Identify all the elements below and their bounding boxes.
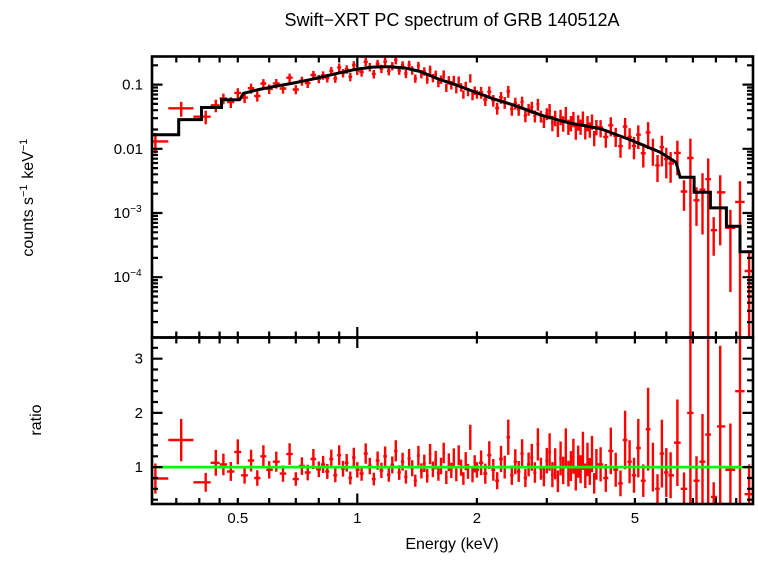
model-line bbox=[152, 65, 753, 254]
axis-ticks bbox=[152, 56, 753, 504]
tick-marks bbox=[152, 56, 753, 504]
spectrum-y-tick-label: 10−3 bbox=[113, 204, 143, 222]
plot-title: Swift−XRT PC spectrum of GRB 140512A bbox=[285, 10, 620, 30]
x-tick-label: 0.5 bbox=[227, 510, 248, 527]
ratio-y-tick-label: 2 bbox=[135, 405, 143, 422]
axis-tick-labels: 0.5 1 2 5 0.1 0.01 10−3 10−4 1 2 3 bbox=[113, 77, 639, 527]
x-axis-label: Energy (keV) bbox=[405, 536, 498, 553]
x-tick-label: 5 bbox=[631, 510, 639, 527]
spectrum-panel-data bbox=[152, 56, 753, 338]
x-tick-label: 1 bbox=[353, 510, 361, 527]
ratio-panel-frame bbox=[150, 336, 755, 506]
ratio-y-axis-label: ratio bbox=[28, 404, 45, 435]
spectrum-y-tick-label: 0.1 bbox=[122, 77, 143, 94]
spectrum-y-tick-label: 10−4 bbox=[113, 268, 143, 286]
x-tick-label: 2 bbox=[473, 510, 481, 527]
y-axis-labels: counts s−1 keV−1 ratio bbox=[18, 137, 45, 436]
ratio-y-tick-label: 1 bbox=[135, 459, 143, 476]
ratio-panel-data bbox=[152, 337, 753, 504]
spectrum-y-axis-label: counts s−1 keV−1 bbox=[18, 137, 37, 256]
spectrum-y-tick-label: 0.01 bbox=[114, 141, 143, 158]
ratio-y-tick-label: 3 bbox=[135, 351, 143, 368]
